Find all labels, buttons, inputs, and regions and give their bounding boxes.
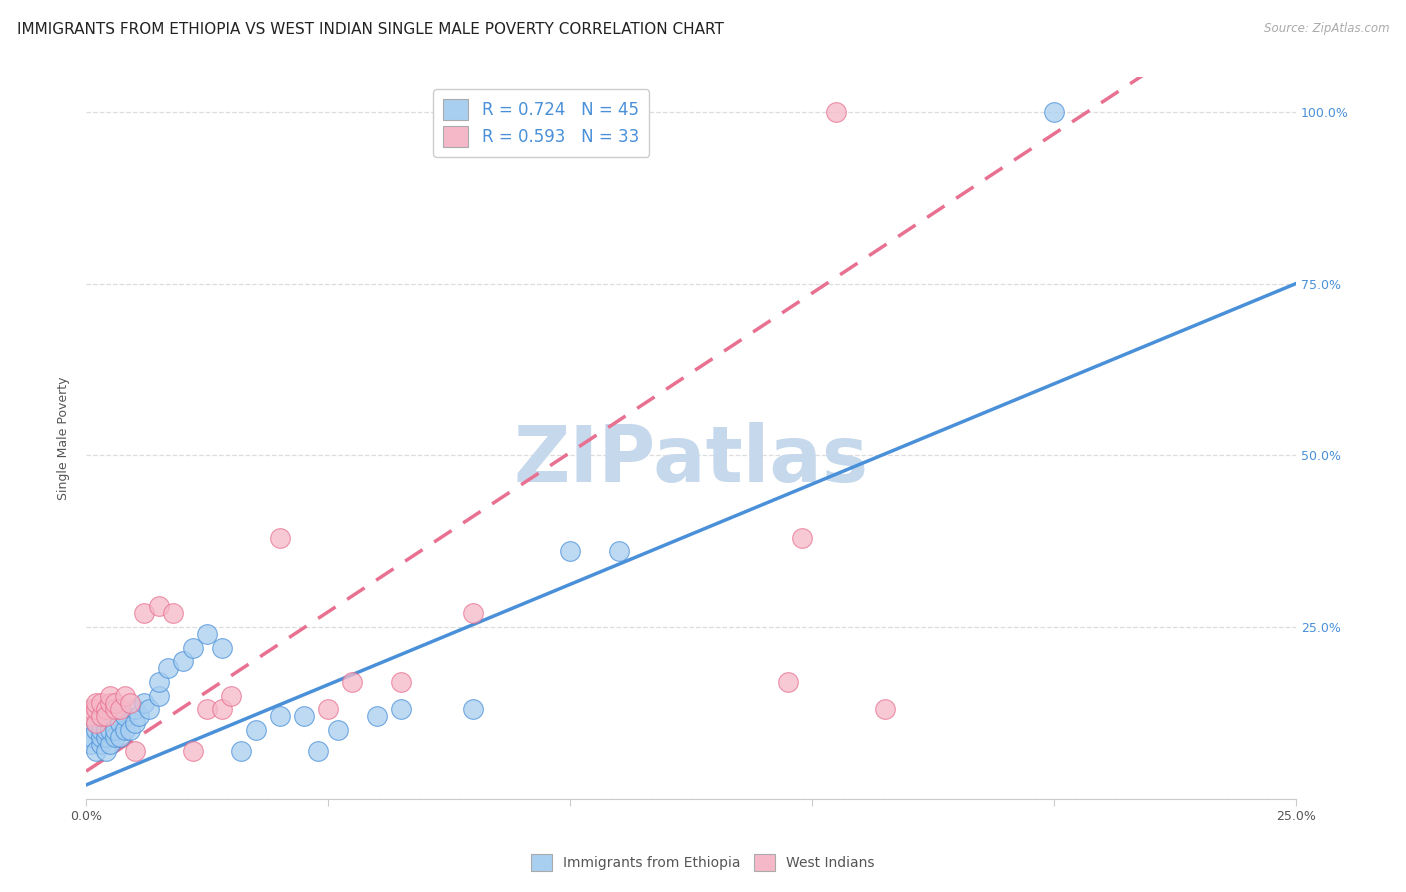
Point (98, 737, 121, 751)
Point (157, 661, 180, 675)
Point (124, 702, 146, 716)
Point (326, 723, 349, 737)
Text: Source: ZipAtlas.com: Source: ZipAtlas.com (1264, 22, 1389, 36)
Point (80, 730, 103, 744)
Point (90, 723, 112, 737)
Point (94, 730, 117, 744)
Point (463, 702, 485, 716)
Point (80, 702, 103, 716)
Point (80, 709, 103, 723)
Point (118, 696, 141, 710)
Point (195, 702, 218, 716)
Point (84, 716, 107, 731)
Point (84, 702, 107, 716)
Point (90, 737, 112, 751)
Point (292, 709, 315, 723)
Point (98, 696, 121, 710)
Point (825, 104, 848, 119)
Point (128, 709, 150, 723)
Point (195, 627, 218, 641)
Point (172, 654, 194, 668)
Point (84, 723, 107, 737)
Point (98, 689, 121, 703)
Point (162, 606, 184, 620)
Point (134, 696, 156, 710)
Point (124, 743, 146, 757)
Y-axis label: Single Male Poverty: Single Male Poverty (58, 376, 70, 500)
Point (607, 544, 630, 558)
Point (124, 716, 146, 731)
Point (84, 716, 107, 731)
Point (108, 702, 131, 716)
Point (114, 709, 136, 723)
Point (1043, 104, 1066, 119)
Point (792, 531, 814, 545)
Point (94, 743, 117, 757)
Point (308, 743, 330, 757)
Point (776, 674, 799, 689)
Point (94, 723, 117, 737)
Point (98, 723, 121, 737)
Point (90, 709, 112, 723)
Point (316, 702, 339, 716)
Point (108, 716, 131, 731)
Point (211, 702, 233, 716)
Point (134, 606, 156, 620)
Point (148, 674, 170, 689)
Text: IMMIGRANTS FROM ETHIOPIA VS WEST INDIAN SINGLE MALE POVERTY CORRELATION CHART: IMMIGRANTS FROM ETHIOPIA VS WEST INDIAN … (17, 22, 724, 37)
Legend: R = 0.724   N = 45, R = 0.593   N = 33: R = 0.724 N = 45, R = 0.593 N = 33 (433, 89, 648, 157)
Point (558, 544, 581, 558)
Point (873, 702, 896, 716)
Point (148, 689, 170, 703)
Point (181, 743, 204, 757)
Point (118, 723, 141, 737)
Point (221, 689, 243, 703)
Point (104, 696, 127, 710)
Point (80, 737, 103, 751)
Point (94, 702, 117, 716)
Point (84, 696, 107, 710)
Point (342, 674, 364, 689)
Point (104, 702, 127, 716)
Point (181, 640, 204, 655)
Legend: Immigrants from Ethiopia, West Indians: Immigrants from Ethiopia, West Indians (526, 848, 880, 876)
Point (389, 674, 412, 689)
Point (245, 723, 267, 737)
Point (269, 531, 291, 545)
Point (389, 702, 412, 716)
Point (90, 730, 112, 744)
Point (366, 709, 388, 723)
Point (84, 743, 107, 757)
Point (114, 723, 136, 737)
Point (108, 730, 131, 744)
Point (114, 689, 136, 703)
Point (98, 709, 121, 723)
Point (211, 640, 233, 655)
Point (229, 743, 252, 757)
Point (463, 606, 485, 620)
Point (148, 599, 170, 614)
Text: ZIPatlas: ZIPatlas (513, 422, 869, 498)
Point (104, 723, 127, 737)
Point (138, 702, 160, 716)
Point (104, 730, 127, 744)
Point (90, 696, 112, 710)
Point (269, 709, 291, 723)
Point (94, 709, 117, 723)
